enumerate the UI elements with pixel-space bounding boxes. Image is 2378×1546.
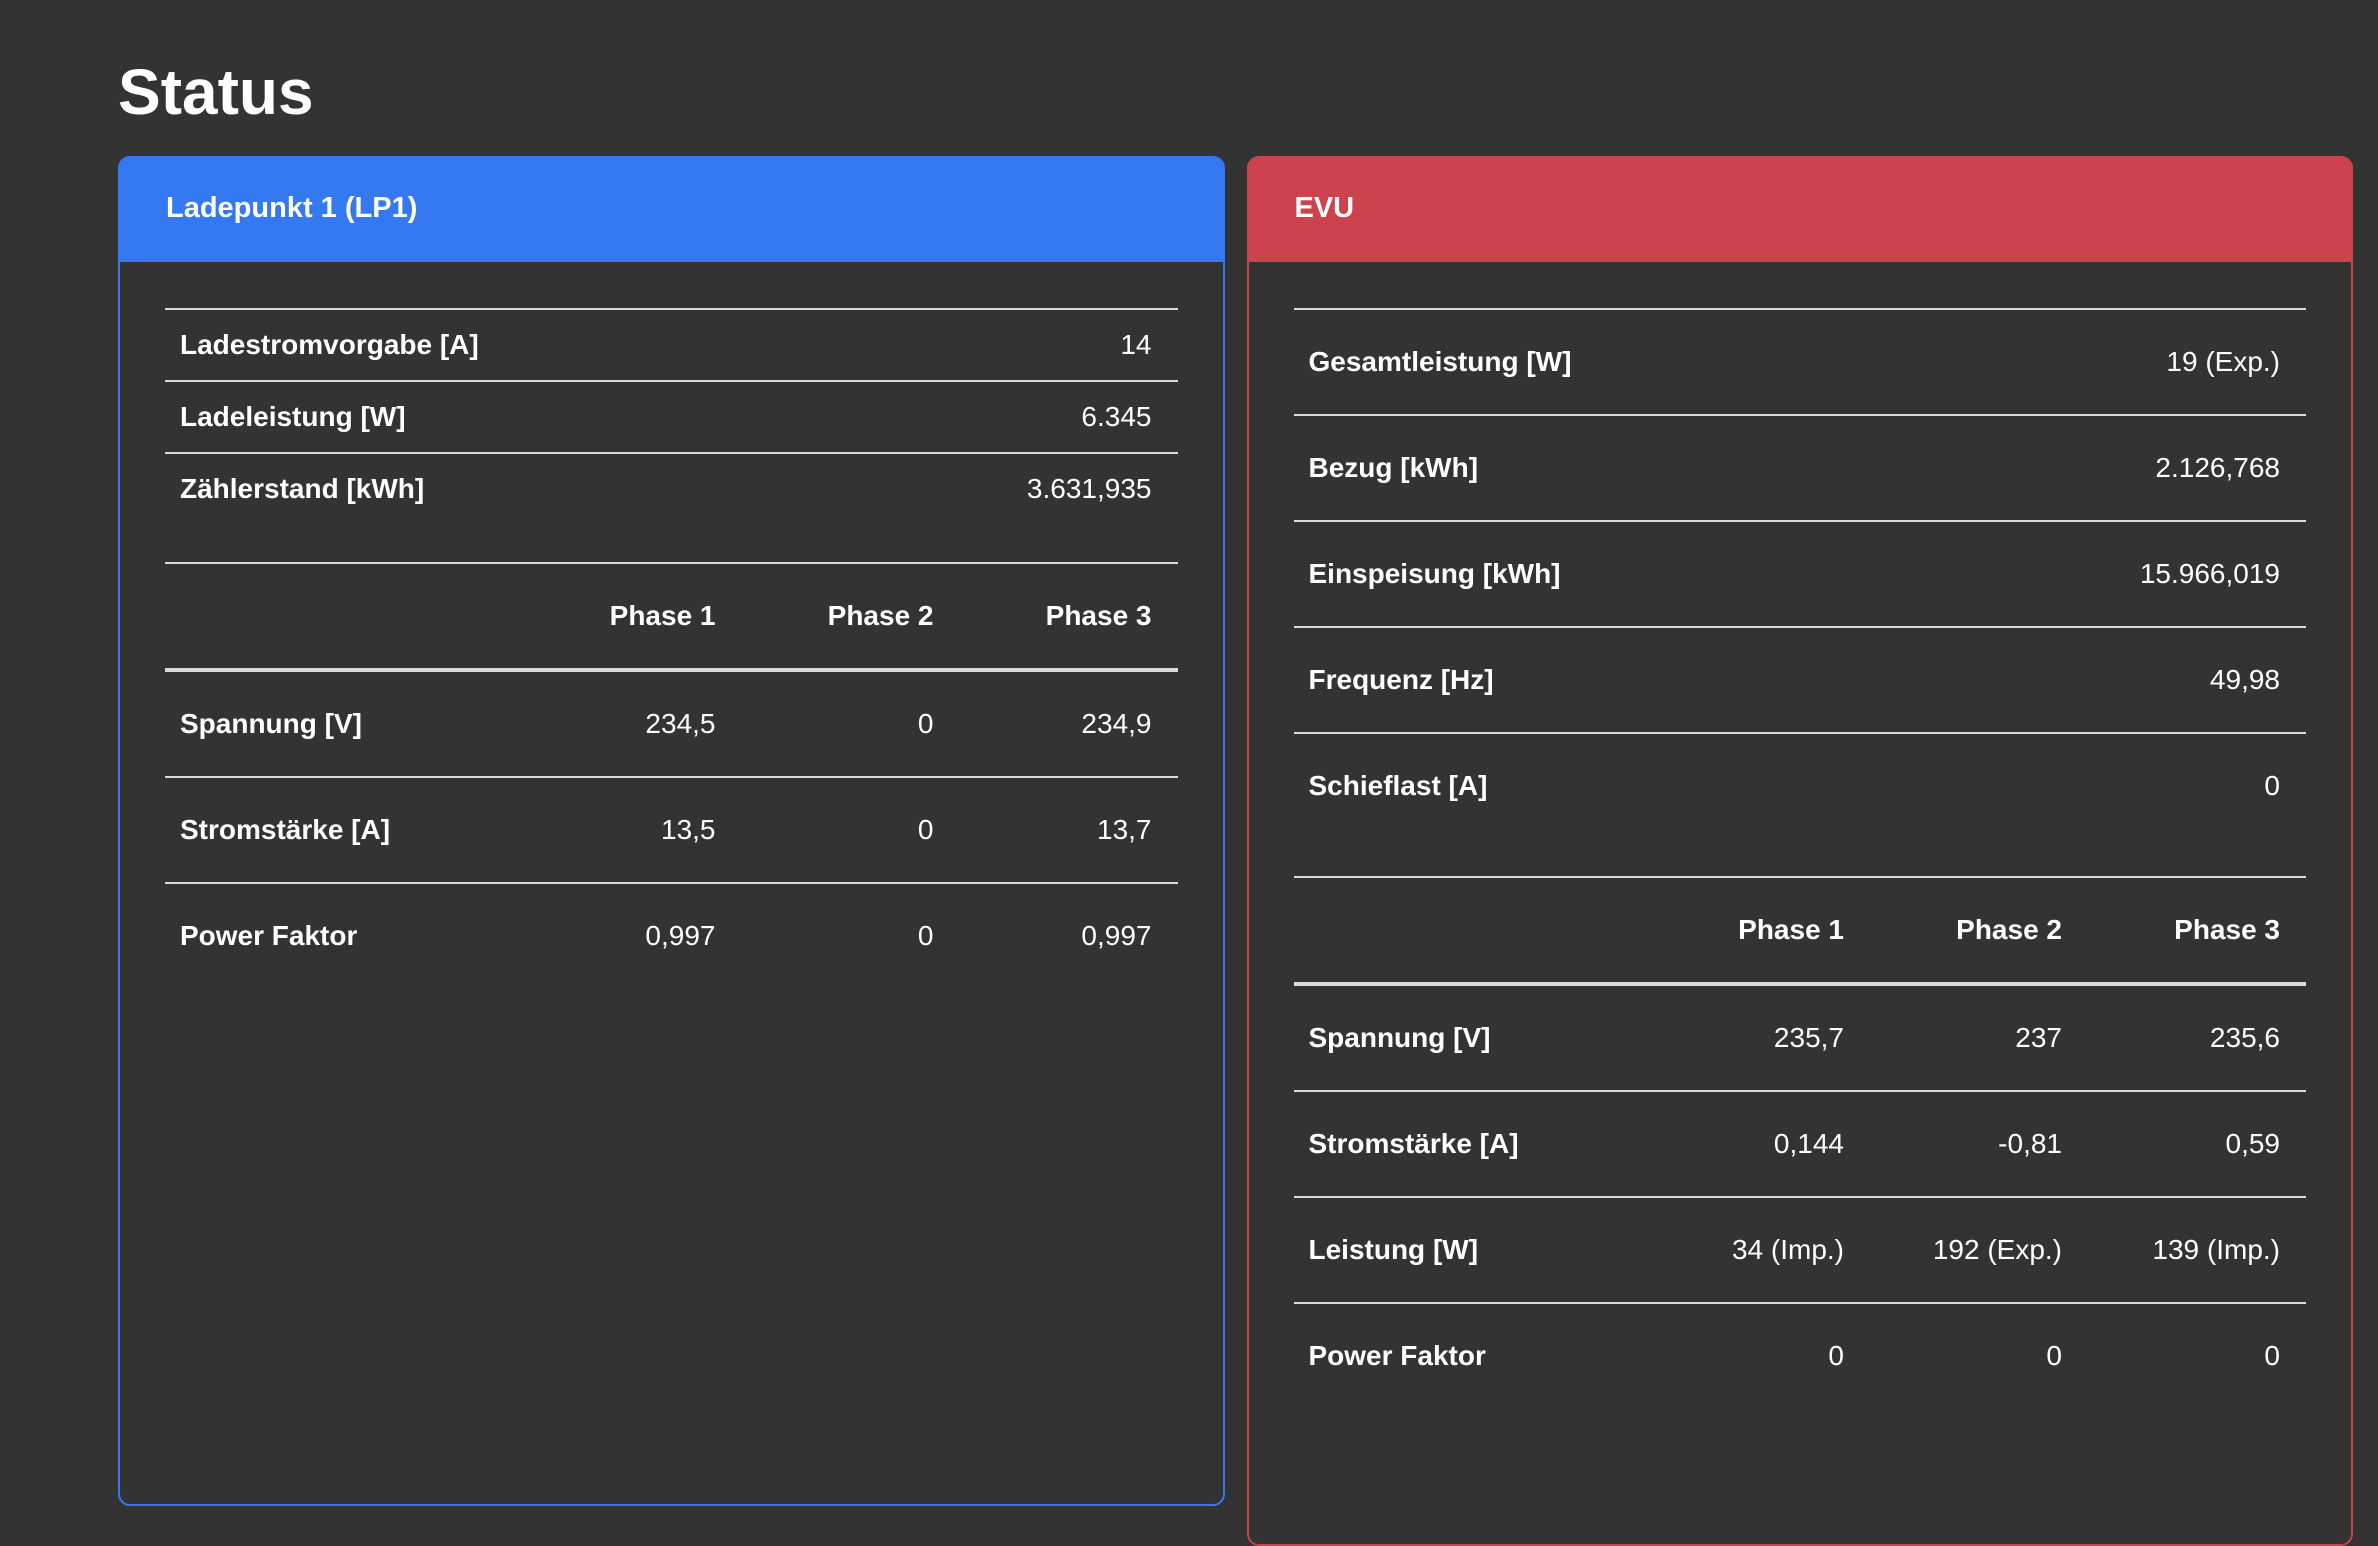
card-title: Ladepunkt 1 (LP1) xyxy=(166,192,418,225)
phase-row: Spannung [V] 234,5 0 234,9 xyxy=(165,670,1178,777)
row-label: Leistung [W] xyxy=(1293,1195,1652,1303)
phase-value: 0 xyxy=(741,775,960,883)
phase-value: 0 xyxy=(1870,1301,2088,1408)
phase-value: 34 (Imp.) xyxy=(1652,1195,1870,1303)
row-value: 14 xyxy=(959,307,1178,381)
phase-row: Spannung [V] 235,7 237 235,6 xyxy=(1294,984,2307,1091)
phase-header: Phase 2 xyxy=(741,561,960,672)
phase-value: 234,9 xyxy=(1081,707,1152,739)
phase-value: 0 xyxy=(1652,1301,1870,1408)
summary-row: Gesamtleistung [W] 19 (Exp.) xyxy=(1293,307,2306,415)
phase-header: Phase 1 xyxy=(1652,875,1870,986)
summary-row: Bezug [kWh] 2.126,768 xyxy=(1293,413,2306,521)
phase-value: 192 (Exp.) xyxy=(1870,1195,2088,1303)
phase-value: 235,6 xyxy=(2209,1021,2280,1053)
row-label: Schieflast [A] xyxy=(1293,731,2088,838)
phase-head-spacer xyxy=(165,561,524,672)
row-label: Zählerstand [kWh] xyxy=(165,451,960,524)
phase-row: Stromstärke [A] 0,144 -0,81 0,59 xyxy=(1293,1089,2306,1197)
card-title: EVU xyxy=(1294,192,1355,225)
row-value: 0 xyxy=(2088,731,2306,838)
row-label: Stromstärke [A] xyxy=(1293,1089,1652,1197)
phase-row: Stromstärke [A] 13,5 0 13,7 xyxy=(165,775,1178,883)
row-label: Ladeleistung [W] xyxy=(165,379,960,453)
phase-head-row: Phase 1 Phase 2 Phase 3 xyxy=(165,561,1178,672)
phase-value: 0,997 xyxy=(959,881,1178,988)
status-card: Ladepunkt 1 (LP1) Ladestromvorgabe [A] 14… xyxy=(118,155,1225,1506)
summary-row: Einspeisung [kWh] 15.966,019 xyxy=(1293,519,2306,627)
summary-row: Zählerstand [kWh] 3.631,935 xyxy=(165,451,1178,524)
phase-header: Phase 3 xyxy=(2088,875,2306,986)
phase-value: 235,7 xyxy=(1773,1021,1844,1053)
row-label: Einspeisung [kWh] xyxy=(1293,519,2088,627)
row-value: 6.345 xyxy=(959,379,1178,453)
row-label: Bezug [kWh] xyxy=(1293,413,2088,521)
card-header[interactable]: Ladepunkt 1 (LP1) xyxy=(119,157,1223,262)
phase-value: -0,81 xyxy=(1870,1089,2088,1197)
phase-header: Phase 2 xyxy=(1870,875,2088,986)
row-label: Spannung [V] xyxy=(1308,1021,1491,1053)
phase-value: 139 (Imp.) xyxy=(2088,1195,2306,1303)
phase-value: 13,5 xyxy=(523,775,742,883)
phase-head-row: Phase 1 Phase 2 Phase 3 xyxy=(1293,875,2306,986)
page-title: Status xyxy=(118,56,314,128)
row-label: Power Faktor xyxy=(165,881,524,988)
phase-header: Phase 1 xyxy=(523,561,742,672)
card-body: Ladestromvorgabe [A] 14 Ladeleistung [W] 6.… xyxy=(120,262,1223,1028)
summary-table: Gesamtleistung [W] 19 (Exp.) Bezug [kWh] 2.… xyxy=(1293,307,2306,838)
phase-table: Phase 1 Phase 2 Phase 3 Spannung [V] 234,5 0… xyxy=(165,561,1178,988)
phase-value: 237 xyxy=(2015,1021,2062,1053)
card-body: Gesamtleistung [W] 19 (Exp.) Bezug [kWh] 2.… xyxy=(1249,262,2352,1448)
phase-table: Phase 1 Phase 2 Phase 3 Spannung [V] 235,7 2… xyxy=(1293,875,2307,1408)
phase-value: 0,997 xyxy=(523,881,742,988)
phase-head-spacer xyxy=(1293,875,1652,986)
phase-header: Phase 3 xyxy=(959,561,1178,672)
phase-value: 0 xyxy=(2088,1301,2306,1408)
card-header[interactable]: EVU xyxy=(1248,157,2352,262)
phase-value: 0,59 xyxy=(2088,1089,2306,1197)
phase-value: 13,7 xyxy=(959,775,1178,883)
status-card: EVU Gesamtleistung [W] 19 (Exp.) Bezug [kW… xyxy=(1246,155,2353,1546)
phase-row: Leistung [W] 34 (Imp.) 192 (Exp.) 139 (Imp.… xyxy=(1293,1195,2306,1303)
row-value: 49,98 xyxy=(2088,625,2306,733)
row-label: Frequenz [Hz] xyxy=(1293,625,2088,733)
phase-row: Power Faktor 0,997 0 0,997 xyxy=(165,881,1178,988)
row-value: 2.126,768 xyxy=(2088,413,2306,521)
summary-row: Ladeleistung [W] 6.345 xyxy=(165,379,1178,453)
row-label: Spannung [V] xyxy=(180,707,362,739)
cards-row: Ladepunkt 1 (LP1) Ladestromvorgabe [A] 14… xyxy=(118,155,2353,1546)
row-value: 19 (Exp.) xyxy=(2088,307,2306,415)
row-label: Power Faktor xyxy=(1293,1301,1652,1408)
summary-row: Schieflast [A] 0 xyxy=(1293,731,2306,838)
phase-value: 0 xyxy=(917,707,934,739)
row-label: Gesamtleistung [W] xyxy=(1293,307,2088,415)
row-value: 15.966,019 xyxy=(2088,519,2306,627)
row-label: Stromstärke [A] xyxy=(165,775,524,883)
phase-row: Power Faktor 0 0 0 xyxy=(1293,1301,2306,1408)
phase-value: 0 xyxy=(741,881,960,988)
row-label: Ladestromvorgabe [A] xyxy=(165,307,960,381)
summary-row: Ladestromvorgabe [A] 14 xyxy=(165,307,1178,381)
phase-value: 0,144 xyxy=(1652,1089,1870,1197)
summary-table: Ladestromvorgabe [A] 14 Ladeleistung [W] 6.… xyxy=(165,307,1178,524)
phase-value: 234,5 xyxy=(645,707,716,739)
row-value: 3.631,935 xyxy=(959,451,1178,524)
summary-row: Frequenz [Hz] 49,98 xyxy=(1293,625,2306,733)
